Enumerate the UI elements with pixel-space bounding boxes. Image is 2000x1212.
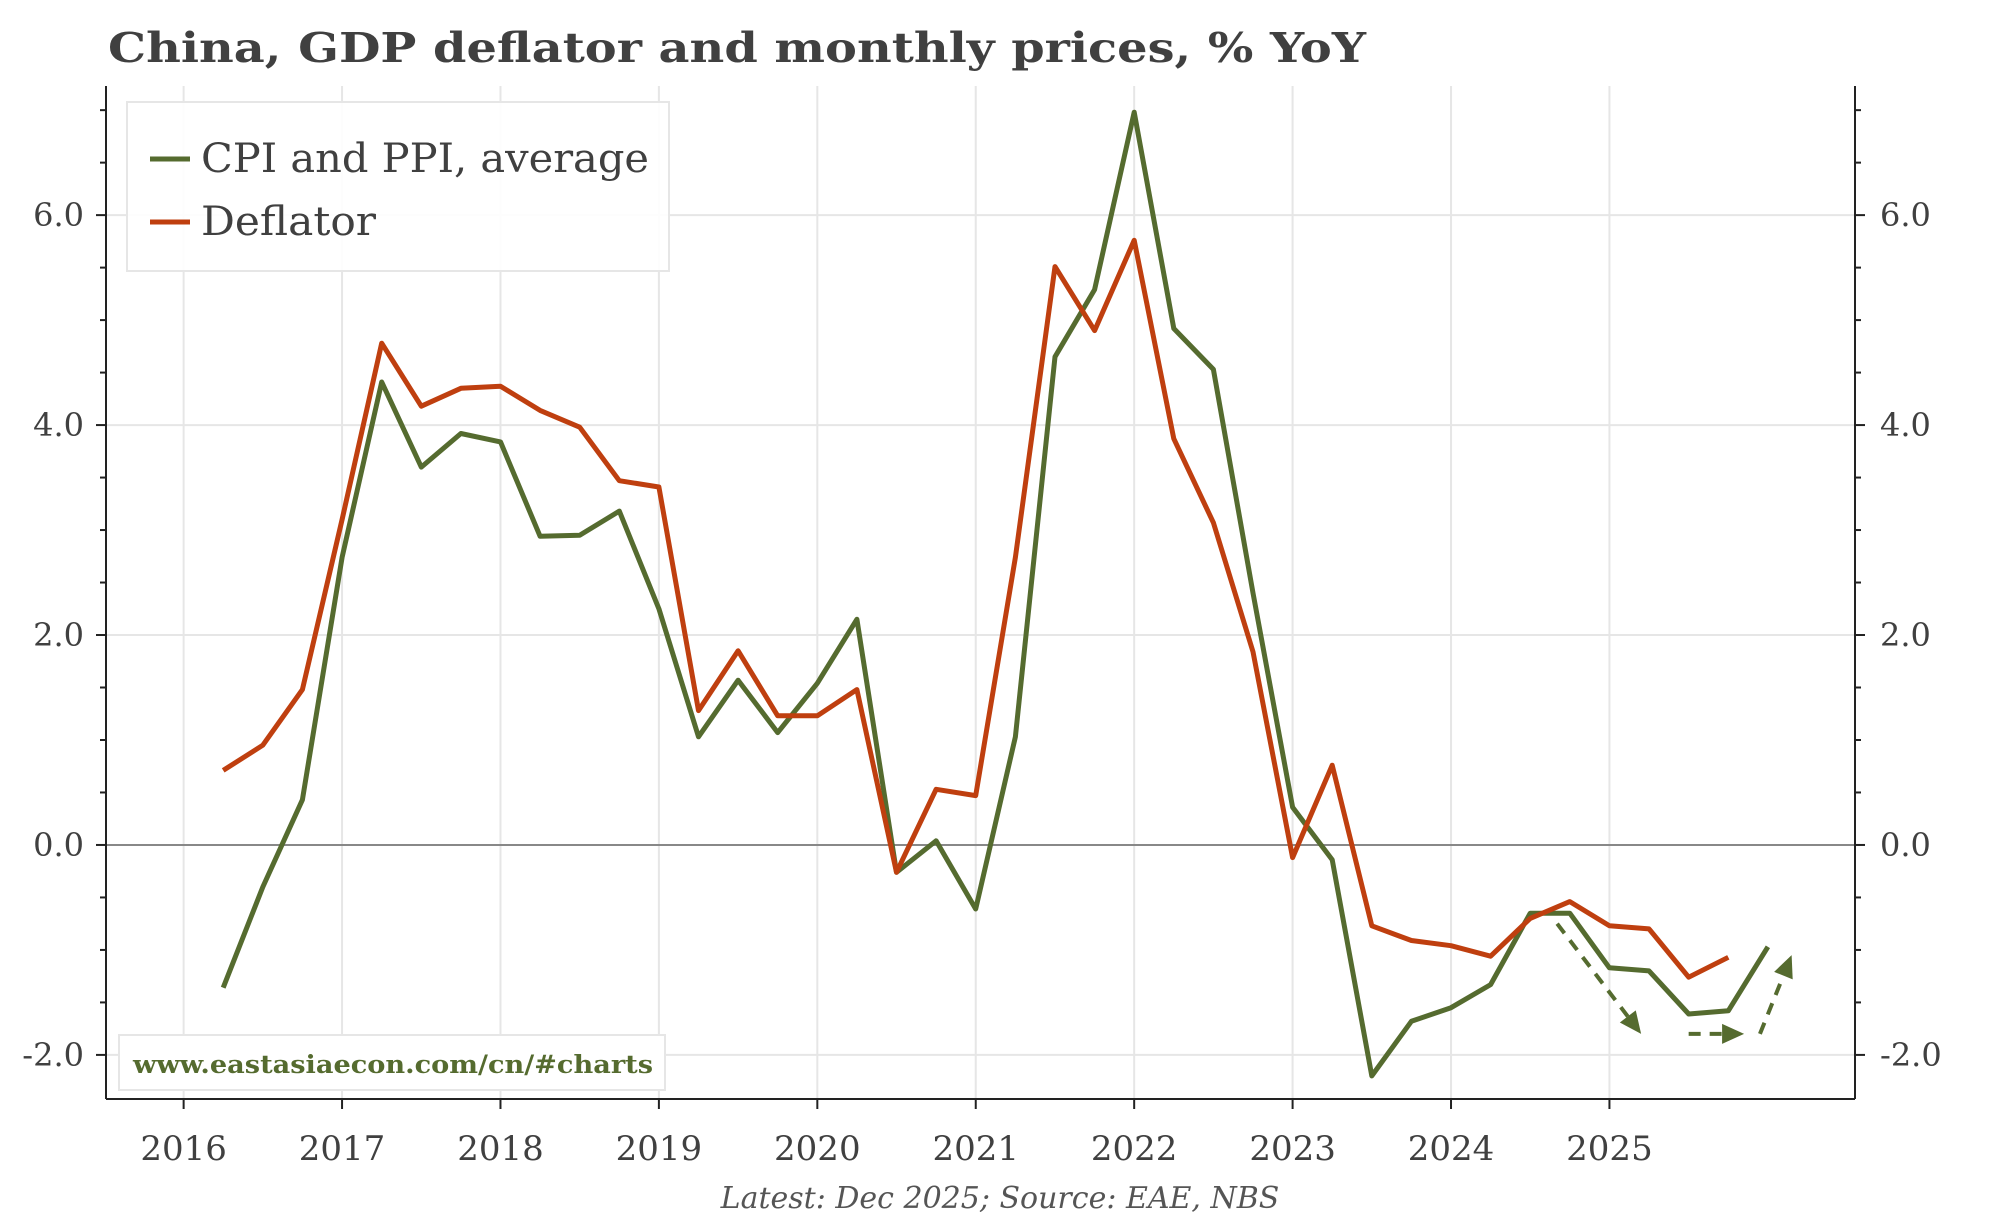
x-tick-label: 2023 (1249, 1129, 1336, 1169)
series-line-cpi-ppi (220, 109, 1771, 1079)
y-tick-label-right: 0.0 (1880, 826, 1931, 864)
legend-label-deflator: Deflator (201, 199, 377, 245)
y-tick-label-left: 0.0 (33, 826, 84, 864)
dashed-arrow-line (1758, 974, 1786, 1035)
chart-title: China, GDP deflator and monthly prices, … (108, 24, 1367, 72)
x-tick-label: 2019 (616, 1129, 703, 1169)
watermark: www.eastasiaecon.com/cn/#charts (118, 1034, 666, 1091)
arrow-head-icon (1619, 1010, 1642, 1034)
watermark-box (118, 1034, 666, 1091)
x-tick-label: 2025 (1566, 1129, 1653, 1169)
y-tick-label-left: 4.0 (33, 406, 84, 444)
legend: CPI and PPI, average Deflator (126, 101, 670, 272)
y-tick-label-left: 2.0 (33, 616, 84, 654)
y-tick-label-left: 6.0 (33, 196, 84, 234)
x-tick-label: 2024 (1408, 1129, 1495, 1169)
legend-label-cpi-ppi: CPI and PPI, average (201, 136, 649, 182)
x-tick-label: 2022 (1091, 1129, 1178, 1169)
arrow-head-icon (1722, 1023, 1745, 1044)
series-lines (220, 109, 1771, 1079)
y-tick-label-right: 6.0 (1880, 196, 1931, 234)
legend-box (126, 101, 670, 272)
x-tick-label: 2018 (457, 1129, 544, 1169)
y-tick-label-right: 4.0 (1880, 406, 1931, 444)
footnote: Latest: Dec 2025; Source: EAE, NBS (720, 1181, 1280, 1212)
arrow-head-icon (1774, 955, 1793, 980)
annotations (1555, 922, 1793, 1044)
y-tick-label-right: 2.0 (1880, 616, 1931, 654)
x-tick-label: 2021 (932, 1129, 1019, 1169)
x-tick-label: 2016 (140, 1129, 227, 1169)
x-tick-label: 2017 (299, 1129, 386, 1169)
axes: 2016 2017 2018 2019 2020 2021 2022 2023 2024 2025… (22, 86, 1942, 1169)
watermark-text: www.eastasiaecon.com/cn/#charts (132, 1050, 653, 1079)
y-tick-label-right: -2.0 (1880, 1036, 1942, 1074)
y-tick-label-left: -2.0 (22, 1036, 84, 1074)
x-tick-label: 2020 (774, 1129, 861, 1169)
